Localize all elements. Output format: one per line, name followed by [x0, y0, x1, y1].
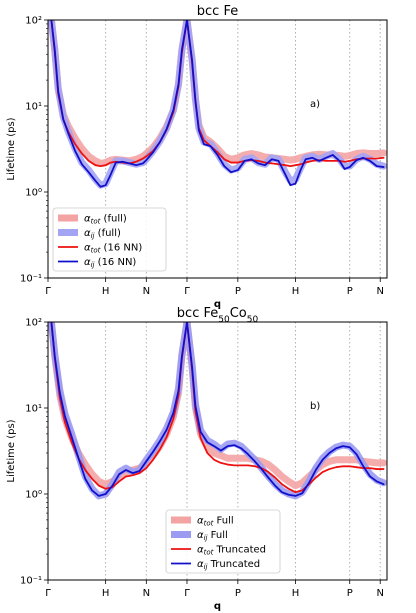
legend-label: αtot Full: [197, 516, 234, 528]
series-line-2: [48, 322, 387, 500]
y-tick-label: 10⁰: [25, 188, 42, 199]
x-tick-label: H: [292, 286, 300, 297]
x-tick-label: Γ: [184, 588, 190, 599]
legend-box: [52, 207, 167, 272]
y-tick-label: 10⁰: [25, 490, 42, 501]
chart-panel-1: 10⁻¹ 10⁰ 10¹ 10² Γ H N Γ P H P Nq Lifetime (ps) bcc F…: [6, 4, 388, 310]
x-tick-label: H: [102, 588, 110, 599]
series-line-3: [50, 322, 385, 494]
legend: αtot (full) αij (full) αtot (16 NN) αij (16…: [52, 207, 167, 272]
series-group: [48, 20, 387, 189]
chart-title: bcc Fe: [197, 4, 238, 19]
y-tick-label: 10²: [25, 318, 42, 329]
legend-label: αtot Truncated: [197, 545, 266, 557]
panel-annotation: a): [310, 99, 320, 110]
x-tick-label: Γ: [184, 286, 190, 297]
series-line-1: [48, 322, 387, 490]
legend: αtot Full αij Full αtot Truncated αij Trunc…: [165, 509, 281, 574]
series-group: [48, 322, 387, 500]
x-tick-label: P: [347, 286, 353, 297]
y-axis-label: Lifetime (ps): [6, 117, 17, 180]
legend-label: αij Full: [197, 530, 228, 542]
panel-annotation: b): [310, 401, 320, 412]
series-line-4: [50, 20, 385, 188]
x-tick-label: P: [235, 588, 241, 599]
legend-label: αtot (full): [84, 214, 127, 226]
y-tick-label: 10²: [25, 16, 42, 27]
plot-frame: [47, 321, 388, 581]
y-tick-label: 10⁻¹: [20, 274, 42, 285]
legend-label: αij (16 NN): [84, 257, 136, 269]
chart-panel-2: 10⁻¹ 10⁰ 10¹ 10² Γ H N Γ P H P Nq Lifetime (ps) bcc F…: [6, 306, 388, 612]
series-line-1: [48, 20, 387, 167]
y-tick-label: 10⁻¹: [20, 576, 42, 587]
x-tick-label: P: [235, 286, 241, 297]
x-tick-label: H: [102, 286, 110, 297]
x-tick-label: Γ: [45, 588, 51, 599]
series-line-3: [50, 20, 385, 168]
legend-label: αtot (16 NN): [84, 243, 142, 255]
y-axis-label: Lifetime (ps): [6, 419, 17, 482]
x-tick-label: N: [376, 286, 383, 297]
chart-title: bcc Fe50Co50: [177, 306, 259, 325]
x-tick-label: Γ: [45, 286, 51, 297]
plot-frame: [47, 19, 388, 279]
legend-label: αij (full): [84, 228, 121, 240]
y-tick-label: 10¹: [25, 102, 42, 113]
legend-label: αij Truncated: [197, 559, 260, 571]
x-tick-label: N: [143, 286, 150, 297]
series-line-4: [50, 322, 385, 497]
y-tick-label: 10¹: [25, 404, 42, 415]
x-tick-label: N: [376, 588, 383, 599]
x-tick-label: H: [292, 588, 300, 599]
x-tick-label: N: [143, 588, 150, 599]
x-axis-label: q: [214, 299, 221, 310]
x-tick-label: P: [347, 588, 353, 599]
x-axis-label: q: [214, 601, 221, 612]
legend-box: [165, 509, 281, 574]
